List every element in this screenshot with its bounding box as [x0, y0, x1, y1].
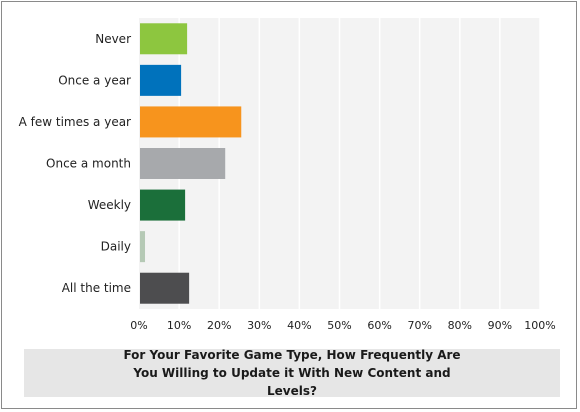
- x-tick-labels: 0% 10% 20% 30% 40% 50% 60% 70% 80% 90% 100%: [130, 319, 555, 332]
- category-label: Once a year: [58, 73, 131, 87]
- bar: [140, 64, 182, 96]
- x-tick-label: 60%: [367, 319, 391, 332]
- category-label: All the time: [62, 281, 131, 295]
- x-tick-label: 40%: [287, 319, 311, 332]
- x-tick-label: 50%: [327, 319, 351, 332]
- category-label: Daily: [101, 240, 131, 254]
- category-label: A few times a year: [19, 115, 131, 129]
- bar: [140, 272, 190, 304]
- x-tick-label: 10%: [167, 319, 191, 332]
- x-tick-label: 100%: [524, 319, 555, 332]
- bar-chart: Never Once a year A few times a year Once a…: [19, 18, 556, 332]
- bar: [140, 231, 146, 263]
- category-label: Weekly: [88, 198, 131, 212]
- x-tick-label: 30%: [247, 319, 271, 332]
- chart-title: For Your Favorite Game Type, How Frequen…: [123, 348, 461, 398]
- x-tick-label: 0%: [130, 319, 147, 332]
- x-tick-label: 90%: [488, 319, 512, 332]
- category-label: Never: [95, 32, 131, 46]
- bars: [140, 23, 242, 304]
- bar: [140, 189, 186, 221]
- x-tick-label: 80%: [448, 319, 472, 332]
- chart-title-box: For Your Favorite Game Type, How Frequen…: [24, 348, 560, 398]
- bar: [140, 23, 188, 55]
- x-tick-label: 20%: [207, 319, 231, 332]
- category-label: Once a month: [46, 157, 131, 171]
- bar: [140, 106, 242, 138]
- x-tick-label: 70%: [407, 319, 431, 332]
- category-labels: Never Once a year A few times a year Once a…: [19, 32, 131, 295]
- bar: [140, 148, 226, 179]
